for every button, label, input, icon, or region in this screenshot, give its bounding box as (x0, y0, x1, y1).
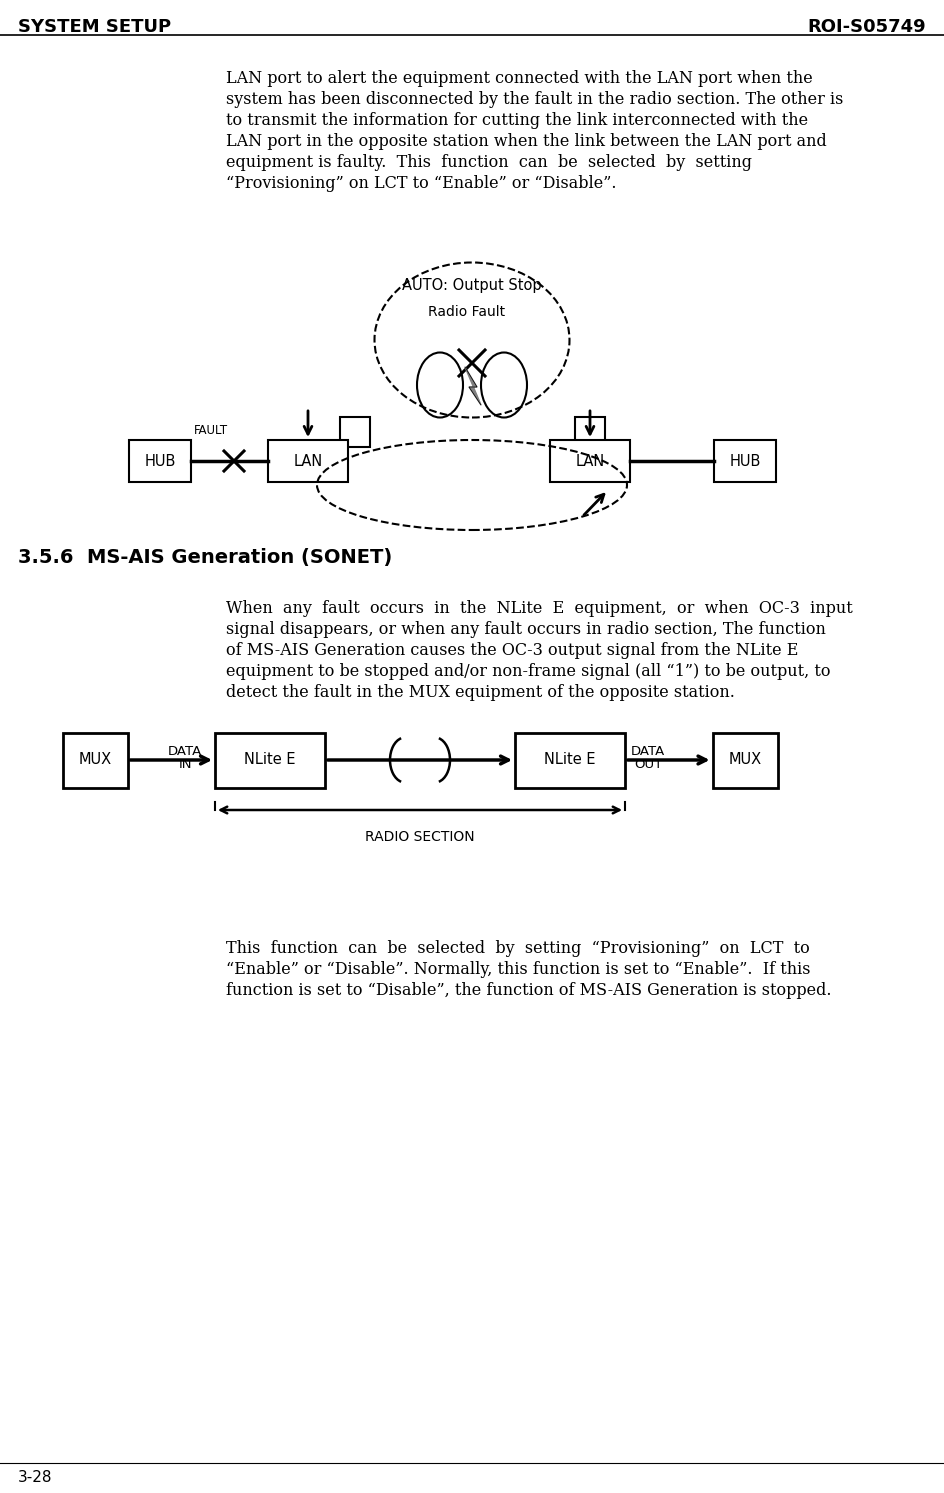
Text: MUX: MUX (78, 752, 111, 767)
Text: 3-28: 3-28 (18, 1471, 53, 1486)
Bar (268, 440, 348, 482)
Text: When  any  fault  occurs  in  the  NLite  E  equipment,  or  when  OC-3  input: When any fault occurs in the NLite E equ… (226, 600, 852, 617)
Bar (62, 733, 127, 787)
Text: 3.5.6  MS-AIS Generation (SONET): 3.5.6 MS-AIS Generation (SONET) (18, 548, 393, 567)
Text: to transmit the information for cutting the link interconnected with the: to transmit the information for cutting … (226, 112, 808, 128)
Text: system has been disconnected by the fault in the radio section. The other is: system has been disconnected by the faul… (226, 91, 843, 107)
Text: function is set to “Disable”, the function of MS-AIS Generation is stopped.: function is set to “Disable”, the functi… (226, 982, 832, 999)
Text: LAN port to alert the equipment connected with the LAN port when the: LAN port to alert the equipment connecte… (226, 70, 813, 87)
Text: NLite E: NLite E (545, 752, 596, 767)
Text: LAN port in the opposite station when the link between the LAN port and: LAN port in the opposite station when th… (226, 133, 827, 149)
Bar (129, 440, 191, 482)
Text: detect the fault in the MUX equipment of the opposite station.: detect the fault in the MUX equipment of… (226, 684, 734, 702)
Text: of MS-AIS Generation causes the OC-3 output signal from the NLite E: of MS-AIS Generation causes the OC-3 out… (226, 642, 799, 658)
Bar (714, 440, 776, 482)
Text: DATA: DATA (631, 745, 666, 758)
Text: SYSTEM SETUP: SYSTEM SETUP (18, 18, 171, 36)
Text: Radio Fault: Radio Fault (429, 305, 506, 320)
Text: RADIO SECTION: RADIO SECTION (365, 830, 475, 844)
Text: This  function  can  be  selected  by  setting  “Provisioning”  on  LCT  to: This function can be selected by setting… (226, 941, 810, 957)
Bar (713, 733, 778, 787)
Bar (550, 440, 630, 482)
Text: equipment is faulty.  This  function  can  be  selected  by  setting: equipment is faulty. This function can b… (226, 154, 752, 172)
Text: LAN: LAN (294, 454, 323, 469)
Text: IN: IN (178, 758, 192, 770)
Bar (575, 417, 605, 446)
Text: FAULT: FAULT (194, 424, 228, 437)
Text: HUB: HUB (144, 454, 176, 469)
Polygon shape (465, 367, 481, 405)
Text: DATA: DATA (168, 745, 202, 758)
Text: “Enable” or “Disable”. Normally, this function is set to “Enable”.  If this: “Enable” or “Disable”. Normally, this fu… (226, 961, 811, 978)
Text: HUB: HUB (730, 454, 761, 469)
Bar (515, 733, 625, 787)
Text: ROI-S05749: ROI-S05749 (807, 18, 926, 36)
Text: “Provisioning” on LCT to “Enable” or “Disable”.: “Provisioning” on LCT to “Enable” or “Di… (226, 175, 616, 193)
Text: signal disappears, or when any fault occurs in radio section, The function: signal disappears, or when any fault occ… (226, 621, 826, 638)
Bar (215, 733, 325, 787)
Text: AUTO: Output Stop: AUTO: Output Stop (402, 278, 542, 293)
Text: OUT: OUT (633, 758, 662, 770)
Text: MUX: MUX (729, 752, 762, 767)
Text: LAN: LAN (576, 454, 604, 469)
Text: NLite E: NLite E (244, 752, 295, 767)
Text: equipment to be stopped and/or non-frame signal (all “1”) to be output, to: equipment to be stopped and/or non-frame… (226, 663, 831, 679)
Bar (340, 417, 370, 446)
